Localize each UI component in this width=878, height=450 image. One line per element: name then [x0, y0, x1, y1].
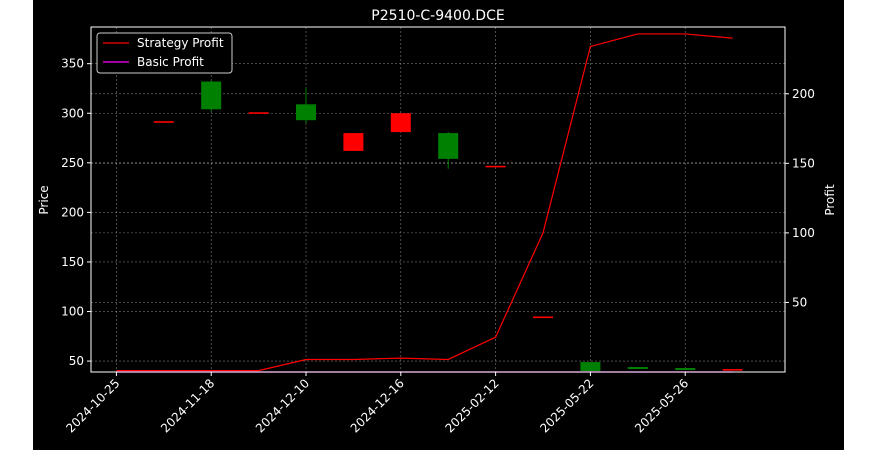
candle-body [533, 316, 553, 319]
grid [91, 27, 785, 372]
y-tick-label: 50 [69, 354, 84, 368]
x-tick-label: 2025-05-22 [537, 376, 596, 435]
x-axis: 2024-10-25 2024-11-18 2024-12-10 2024-12-16… [63, 372, 691, 435]
strategy-profit-line [116, 33, 733, 372]
y-tick-label: 350 [61, 57, 84, 71]
legend-box [96, 32, 233, 74]
legend-label-basic: Basic Profit [137, 55, 204, 69]
candle-body [390, 113, 411, 133]
candle-body [580, 362, 601, 372]
candle-body [201, 81, 222, 110]
x-tick-label: 2025-05-26 [632, 376, 691, 435]
candle-body [438, 133, 459, 159]
y2-tick-label: 50 [792, 295, 807, 309]
legend: Strategy Profit Basic Profit [96, 32, 233, 74]
y-tick-label: 250 [61, 156, 84, 170]
candlestick-chart: P2510-C-9400.DCE 50 100 150 200 250 300 350 50… [37, 8, 837, 435]
right-y-axis: 50 100 150 200 [785, 87, 815, 309]
candle-body [296, 104, 316, 121]
candle-body [722, 369, 743, 371]
x-tick-label: 2024-11-18 [158, 376, 217, 435]
x-tick-label: 2024-12-10 [253, 376, 312, 435]
candle-body [675, 368, 696, 371]
y-axis-label: Price [37, 185, 51, 214]
left-y-axis: 50 100 150 200 250 300 350 [61, 57, 91, 368]
y-tick-label: 100 [61, 305, 84, 319]
y2-tick-label: 100 [792, 226, 815, 240]
y-tick-label: 300 [61, 106, 84, 120]
y2-tick-label: 150 [792, 156, 815, 170]
candle-body [485, 165, 506, 168]
y-tick-label: 200 [61, 205, 84, 219]
candle-body [343, 133, 364, 151]
candles [106, 36, 743, 372]
chart-canvas: P2510-C-9400.DCE 50 100 150 200 250 300 350 50… [33, 0, 844, 450]
x-tick-label: 2024-12-16 [348, 376, 407, 435]
x-tick-label: 2024-10-25 [63, 376, 122, 435]
candle-body [248, 112, 269, 114]
candle-body [627, 367, 648, 370]
plot-frame [90, 26, 786, 373]
y-tick-label: 150 [61, 255, 84, 269]
legend-label-strategy: Strategy Profit [137, 36, 224, 50]
y2-tick-label: 200 [792, 87, 815, 101]
chart-title: P2510-C-9400.DCE [371, 8, 504, 24]
candle-body [153, 121, 174, 123]
x-tick-label: 2025-02-12 [443, 376, 502, 435]
y2-axis-label: Profit [823, 184, 837, 216]
